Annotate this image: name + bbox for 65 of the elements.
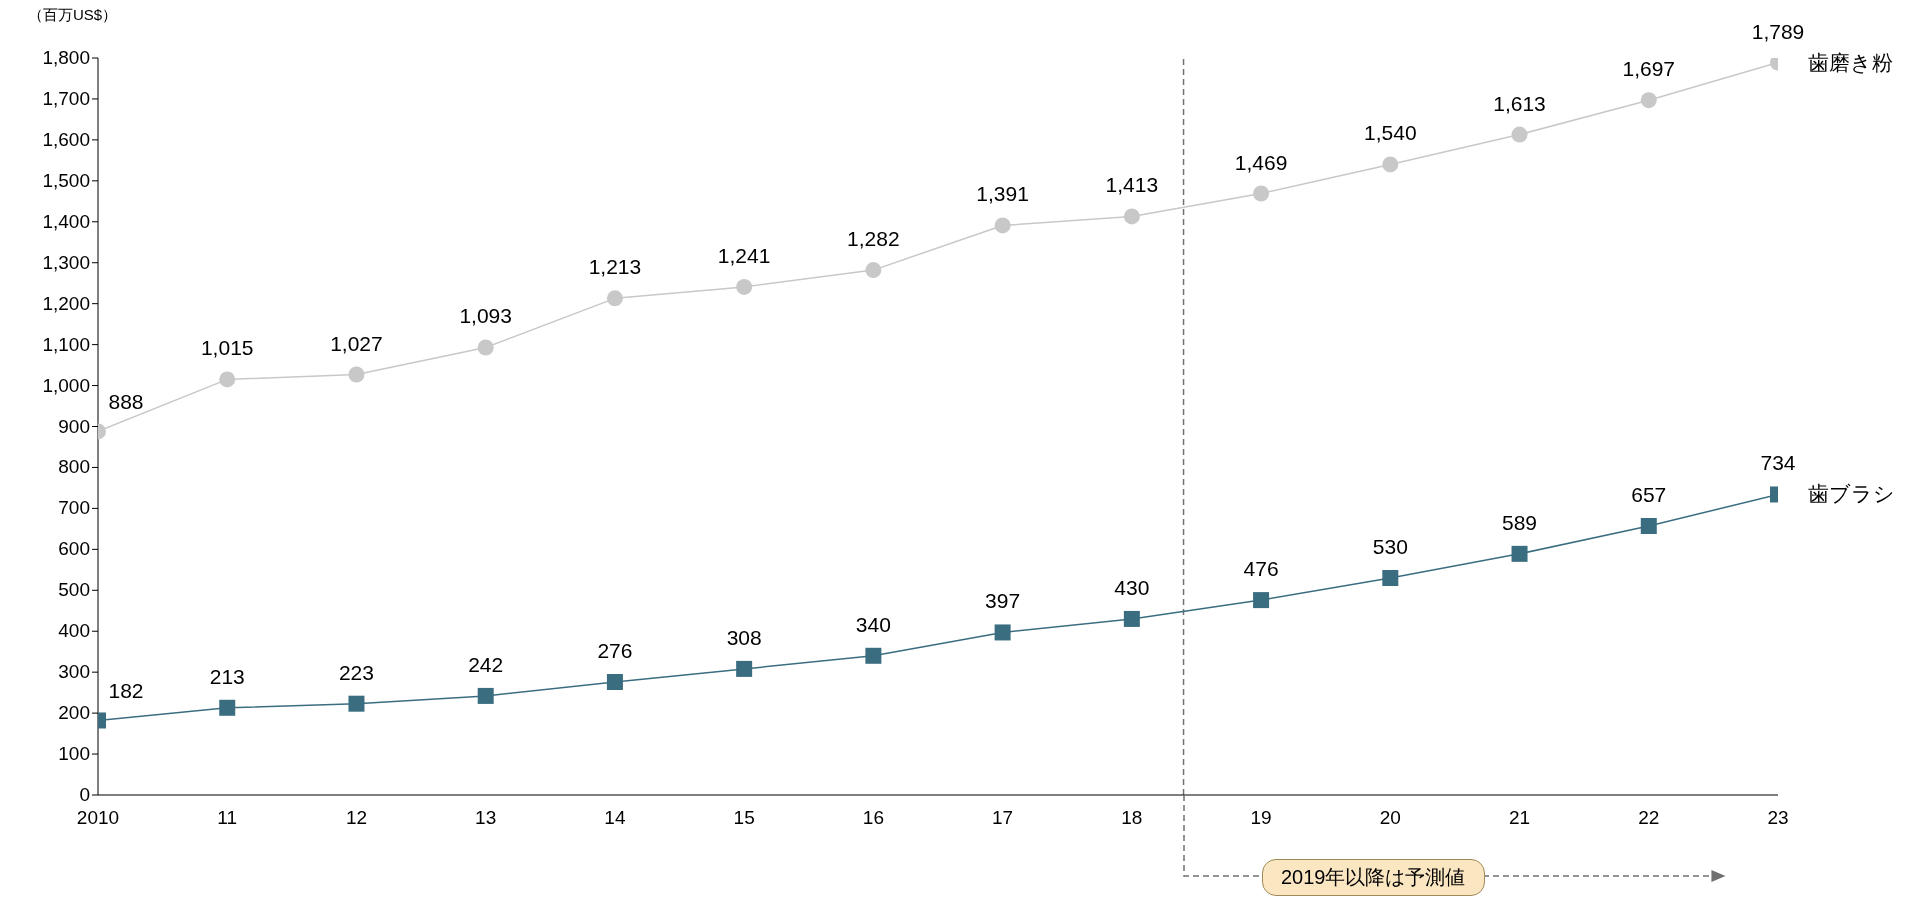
data-label: 223 <box>338 660 374 684</box>
series-label: 歯ブラシ <box>1808 482 1895 506</box>
data-label: 589 <box>1502 510 1538 534</box>
data-label: 1,213 <box>588 255 642 279</box>
y-tick-label: 300 <box>58 661 90 683</box>
data-label: 1,391 <box>976 182 1029 206</box>
data-label: 1,697 <box>1622 57 1676 81</box>
data-label: 530 <box>1372 534 1408 558</box>
x-tick-label: 17 <box>992 807 1014 829</box>
y-tick-label: 600 <box>58 538 90 560</box>
text: 2019年以降は予測値 <box>1262 859 1485 896</box>
y-tick-label: 1,800 <box>42 47 90 68</box>
data-label: 340 <box>855 612 891 636</box>
y-tick-label: 100 <box>58 743 90 765</box>
x-tick-label: 2010 <box>76 807 120 829</box>
data-label: 1,241 <box>717 243 771 267</box>
y-tick-label: 1,600 <box>42 128 90 150</box>
y-tick-label: 1,000 <box>42 374 90 396</box>
series-label: 歯磨き粉 <box>1808 50 1893 74</box>
data-label: 1,282 <box>847 227 900 251</box>
y-tick-label: 1,200 <box>42 292 90 314</box>
data-label: 1,469 <box>1234 150 1288 174</box>
x-tick-label: 16 <box>862 807 884 829</box>
data-label: 308 <box>726 625 762 649</box>
y-tick-label: 900 <box>58 415 90 437</box>
data-label: 1,015 <box>200 336 254 360</box>
data-label: 397 <box>985 589 1021 613</box>
data-label: 242 <box>468 652 504 676</box>
y-tick-label: 1,300 <box>42 251 90 273</box>
data-label: 1,027 <box>330 331 383 355</box>
data-label: 1,789 <box>1751 19 1805 43</box>
y-tick-label: 1,100 <box>42 333 90 355</box>
x-tick-label: 13 <box>475 807 497 829</box>
data-label: 1,613 <box>1493 91 1546 115</box>
x-tick-label: 14 <box>604 807 626 829</box>
y-tick-label: 500 <box>58 579 90 601</box>
y-tick-label: 0 <box>79 784 90 805</box>
data-label: 1,093 <box>459 304 512 328</box>
y-tick-label: 200 <box>58 702 90 724</box>
data-label: 1,540 <box>1364 121 1417 145</box>
y-tick-label: 700 <box>58 497 90 519</box>
data-label: 734 <box>1760 451 1796 475</box>
y-tick-label: 1,500 <box>42 169 90 191</box>
x-tick-label: 11 <box>217 807 238 829</box>
x-tick-label: 19 <box>1250 807 1272 829</box>
data-label: 182 <box>108 679 144 703</box>
data-label: 276 <box>597 638 633 662</box>
y-tick-label: 1,400 <box>42 210 90 232</box>
data-label: 1,413 <box>1105 173 1159 197</box>
y-axis-title: （百万US$） <box>28 6 118 25</box>
data-label: 888 <box>108 390 144 414</box>
data-label: 213 <box>209 664 245 688</box>
x-tick-label: 18 <box>1121 807 1143 829</box>
x-tick-label: 21 <box>1508 807 1531 829</box>
data-label: 657 <box>1631 482 1667 506</box>
y-tick-label: 400 <box>58 620 90 642</box>
x-tick-label: 12 <box>345 807 368 829</box>
y-tick-label: 1,700 <box>42 87 90 109</box>
x-tick-label: 20 <box>1379 807 1401 829</box>
data-label: 476 <box>1243 557 1279 581</box>
x-tick-label: 15 <box>733 807 755 829</box>
x-tick-label: 23 <box>1767 807 1789 829</box>
y-tick-label: 800 <box>58 456 90 478</box>
x-tick-label: 22 <box>1638 807 1660 829</box>
data-label: 430 <box>1114 575 1150 599</box>
